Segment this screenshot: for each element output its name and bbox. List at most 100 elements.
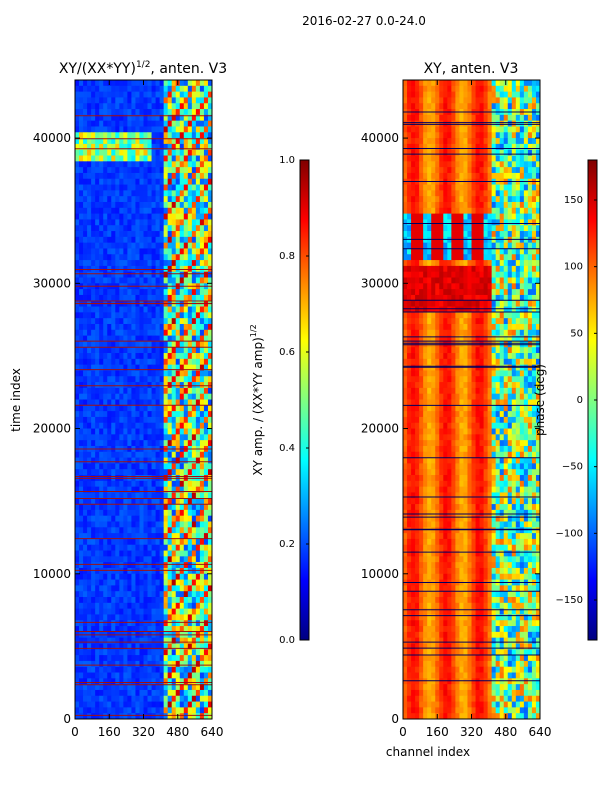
heatmap-cell: [87, 533, 92, 540]
heatmap-cell: [87, 637, 92, 644]
heatmap-cell: [411, 172, 416, 180]
heatmap-cell: [535, 207, 541, 215]
heatmap-cell: [455, 120, 460, 127]
heatmap-cell: [95, 335, 100, 342]
heatmap-cell: [91, 544, 96, 551]
heatmap-cell: [491, 236, 497, 244]
heatmap-cell: [471, 114, 476, 122]
heatmap-cell: [191, 277, 197, 284]
heatmap-cell: [115, 103, 120, 110]
heatmap-cell: [427, 201, 432, 209]
heatmap-cell: [179, 242, 185, 249]
heatmap-cell: [135, 405, 140, 412]
heatmap-cell: [75, 172, 80, 180]
heatmap-cell: [171, 109, 177, 116]
heatmap-cell: [527, 143, 533, 151]
heatmap-cell: [503, 201, 509, 209]
heatmap-cell: [171, 353, 177, 360]
heatmap-cell: [103, 260, 108, 267]
heatmap-cell: [123, 329, 128, 336]
heatmap-cell: [83, 132, 88, 139]
heatmap-cell: [79, 602, 84, 610]
heatmap-cell: [135, 91, 140, 98]
heatmap-cell: [143, 689, 148, 697]
heatmap-cell: [475, 260, 480, 267]
heatmap-cell: [187, 649, 193, 656]
heatmap-cell: [167, 538, 173, 546]
heatmap-cell: [199, 608, 205, 615]
heatmap-cell: [119, 567, 124, 575]
heatmap-cell: [139, 469, 144, 476]
heatmap-cell: [91, 271, 96, 278]
heatmap-cell: [143, 167, 148, 174]
heatmap-cell: [495, 132, 501, 139]
heatmap-cell: [79, 655, 84, 662]
heatmap-cell: [191, 196, 197, 203]
heatmap-cell: [511, 265, 517, 273]
heatmap-cell: [171, 219, 177, 226]
heatmap-cell: [103, 138, 108, 145]
heatmap-cell: [175, 91, 181, 98]
heatmap-cell: [195, 364, 201, 371]
heatmap-cell: [87, 422, 92, 429]
heatmap-cell: [131, 562, 136, 569]
heatmap-cell: [75, 707, 80, 714]
heatmap-cell: [455, 161, 460, 168]
heatmap-cell: [203, 451, 209, 458]
heatmap-cell: [83, 591, 88, 598]
heatmap-cell: [179, 509, 185, 517]
heatmap-cell: [159, 149, 165, 156]
heatmap-cell: [175, 585, 181, 592]
heatmap-cell: [183, 132, 189, 139]
heatmap-cell: [111, 469, 116, 476]
heatmap-cell: [119, 172, 124, 180]
heatmap-cell: [199, 626, 205, 633]
heatmap-cell: [111, 236, 116, 244]
heatmap-cell: [443, 207, 448, 215]
heatmap-cell: [111, 521, 116, 528]
heatmap-cell: [79, 85, 84, 93]
heatmap-cell: [127, 428, 132, 435]
heatmap-cell: [479, 97, 484, 104]
heatmap-cell: [447, 172, 452, 180]
heatmap-cell: [75, 655, 80, 662]
heatmap-cell: [207, 318, 213, 325]
heatmap-cell: [527, 155, 533, 162]
heatmap-cell: [159, 591, 165, 598]
heatmap-cell: [127, 660, 132, 668]
heatmap-cell: [535, 236, 541, 244]
heatmap-cell: [135, 393, 140, 400]
heatmap-cell: [155, 294, 161, 302]
heatmap-cell: [115, 713, 120, 720]
heatmap-cell: [427, 80, 432, 87]
heatmap-cell: [95, 655, 100, 662]
heatmap-cell: [99, 80, 104, 87]
heatmap-cell: [95, 225, 100, 232]
heatmap-cell: [447, 161, 452, 168]
heatmap-cell: [135, 550, 140, 557]
heatmap-cell: [79, 695, 84, 702]
heatmap-cell: [91, 695, 96, 702]
heatmap-cell: [411, 138, 416, 145]
heatmap-cell: [203, 416, 209, 424]
heatmap-cell: [75, 149, 80, 156]
heatmap-cell: [471, 225, 476, 232]
heatmap-cell: [123, 498, 128, 505]
heatmap-cell: [111, 538, 116, 546]
heatmap-cell: [83, 318, 88, 325]
heatmap-cell: [207, 492, 213, 499]
heatmap-cell: [471, 149, 476, 156]
heatmap-cell: [99, 97, 104, 104]
heatmap-cell: [151, 236, 156, 244]
heatmap-cell: [103, 149, 108, 156]
heatmap-cell: [159, 422, 165, 429]
heatmap-cell: [175, 544, 181, 551]
heatmap-cell: [95, 509, 100, 517]
heatmap-cell: [207, 341, 213, 348]
heatmap-cell: [111, 91, 116, 98]
heatmap-cell: [139, 649, 144, 656]
heatmap-cell: [163, 138, 169, 145]
heatmap-cell: [135, 585, 140, 592]
heatmap-cell: [179, 85, 185, 93]
heatmap-cell: [163, 207, 169, 215]
